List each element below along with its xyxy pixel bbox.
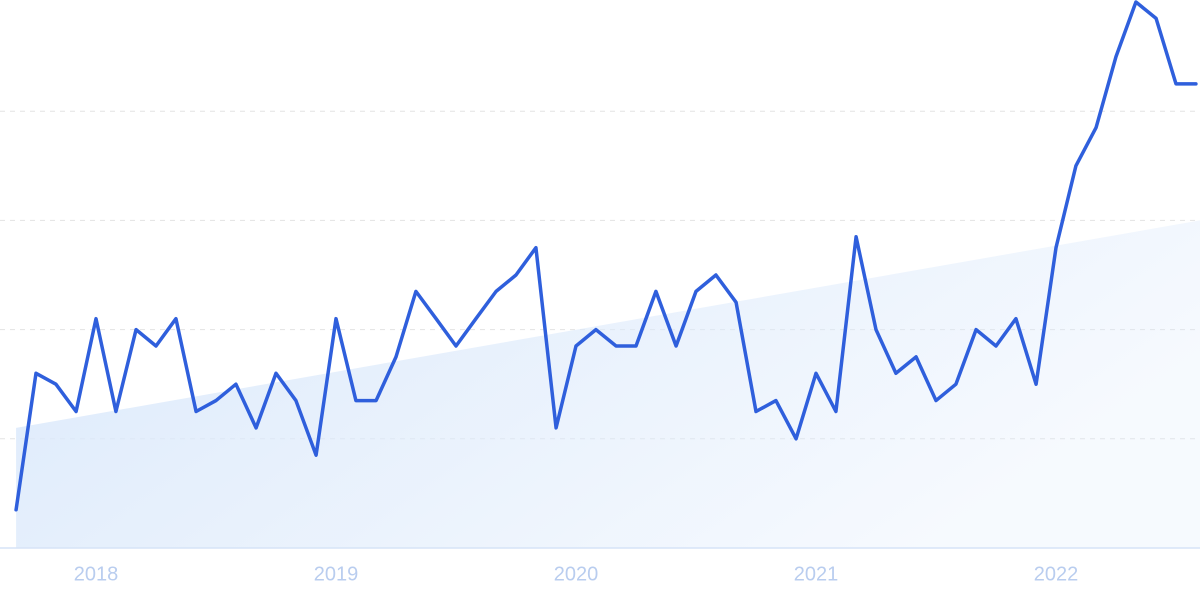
trend-area (16, 220, 1200, 548)
x-tick-label: 2018 (74, 563, 119, 585)
line-series (14, 0, 1198, 512)
x-tick-label: 2020 (554, 563, 599, 585)
x-tick-label: 2022 (1034, 563, 1079, 585)
x-tick-label: 2021 (794, 563, 839, 585)
x-tick-label: 2019 (314, 563, 359, 585)
